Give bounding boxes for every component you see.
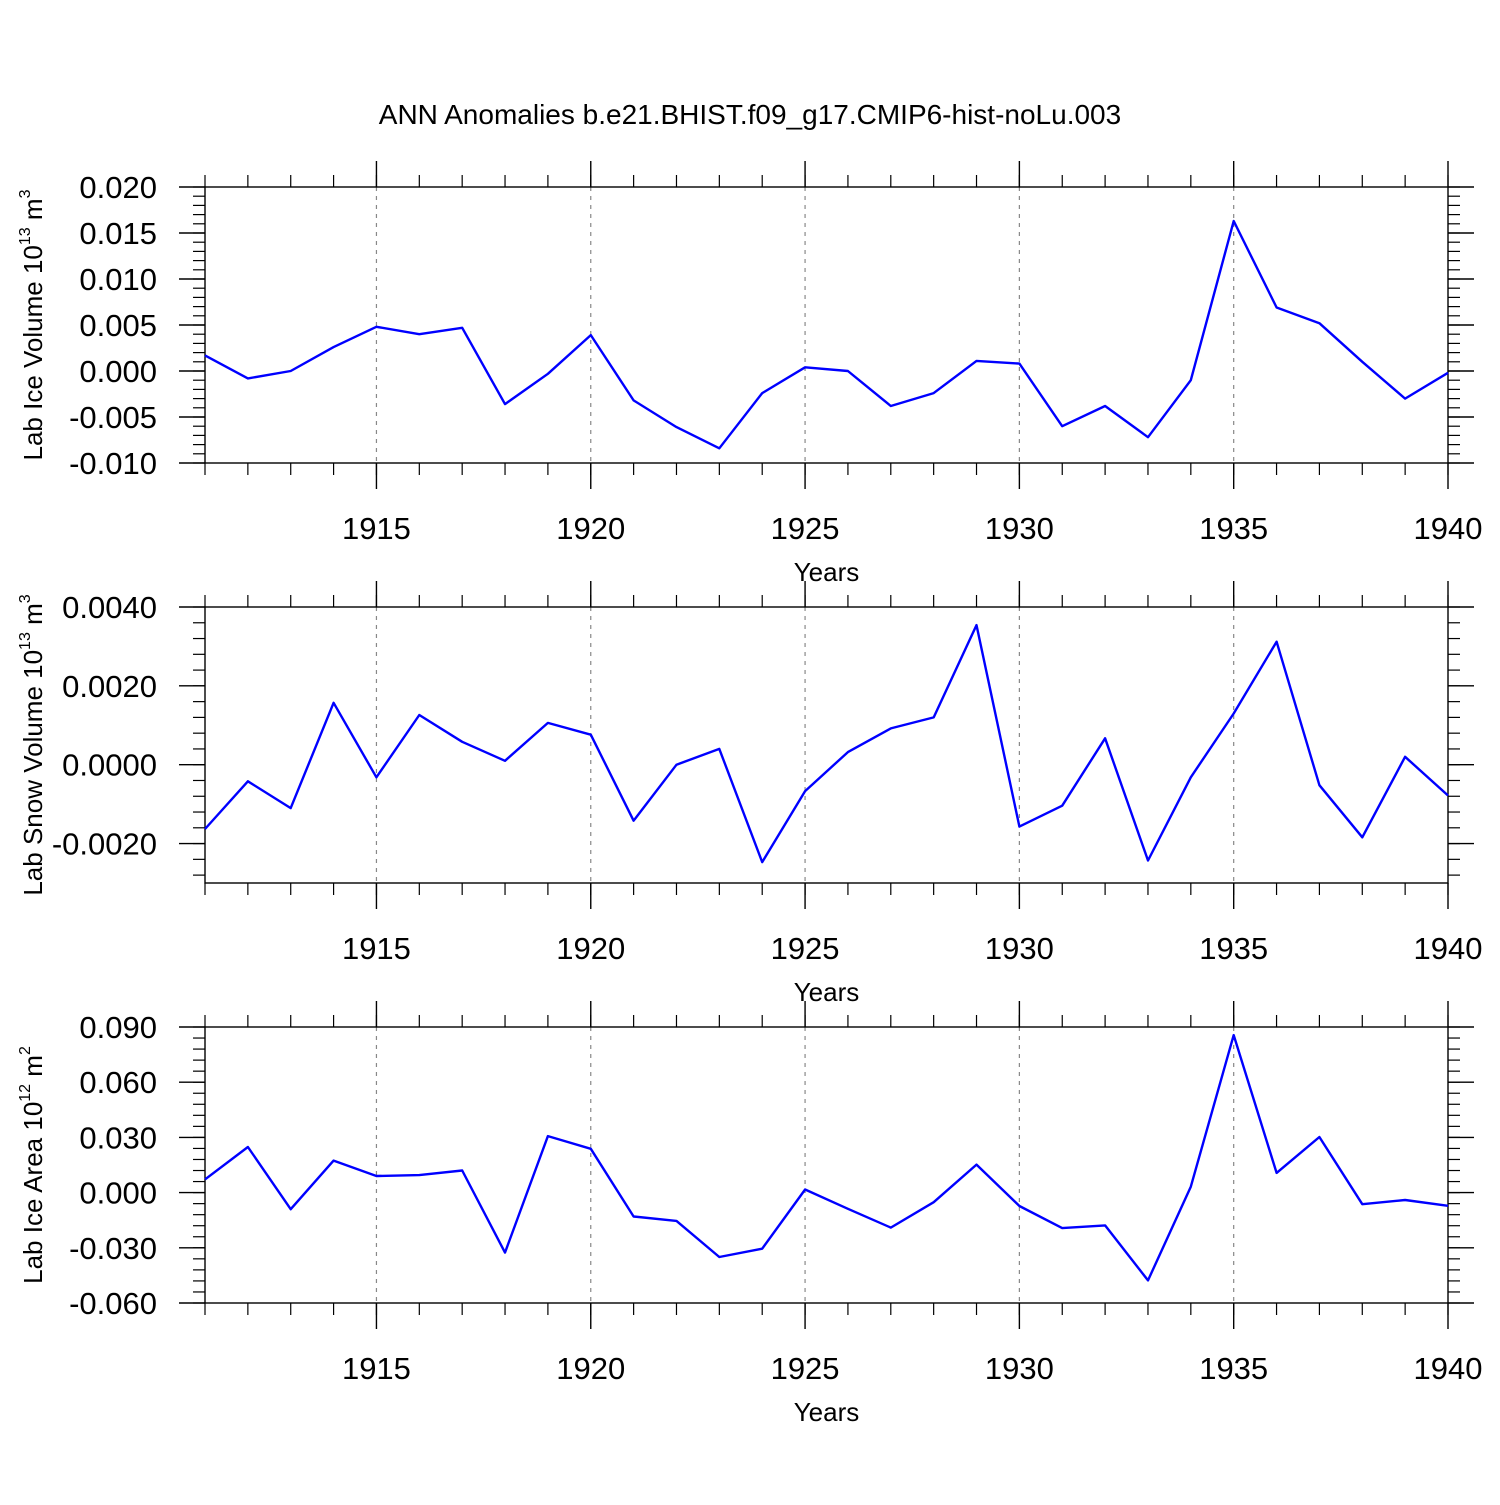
plot-frame <box>204 186 1449 464</box>
x-tick-label: 1920 <box>556 1351 625 1386</box>
y-tick-label: 0.015 <box>79 216 157 251</box>
y-tick-label: -0.030 <box>69 1231 157 1266</box>
x-tick-label: 1920 <box>556 511 625 546</box>
x-tick-label: 1915 <box>342 931 411 966</box>
y-tick-label: 0.090 <box>79 1010 157 1045</box>
x-tick-label: 1935 <box>1199 931 1268 966</box>
y-tick-label: 0.005 <box>79 308 157 343</box>
y-tick-label: -0.010 <box>69 446 157 481</box>
x-tick-label: 1935 <box>1199 1351 1268 1386</box>
y-tick-label: 0.000 <box>79 354 157 389</box>
y-axis-label: Lab Snow Volume 1013 m3 <box>17 594 48 895</box>
chart-panel-2: -0.0020 0.0000 0.0020 0.0040 1915 1920 1925 193… <box>17 581 1482 1007</box>
x-tick-label: 1925 <box>771 511 840 546</box>
chart-title: ANN Anomalies b.e21.BHIST.f09_g17.CMIP6-… <box>379 99 1121 130</box>
x-axis-label: Years <box>794 557 860 587</box>
series-line <box>204 219 1449 450</box>
x-tick-label: 1940 <box>1414 1351 1483 1386</box>
chart-panel-3: -0.060 -0.030 0.000 0.030 0.060 0.090 1915 1920… <box>17 1001 1482 1427</box>
x-tick-label: 1920 <box>556 931 625 966</box>
y-tick-label: 0.0020 <box>62 669 157 704</box>
plot-frame <box>204 1026 1449 1304</box>
x-axis-label: Years <box>794 1397 860 1427</box>
x-tick-label: 1915 <box>342 511 411 546</box>
x-axis-label: Years <box>794 977 860 1007</box>
y-axis-label: Lab Ice Area 1012 m2 <box>17 1046 48 1284</box>
y-tick-label: 0.0000 <box>62 748 157 783</box>
y-tick-label: -0.0020 <box>52 827 157 862</box>
y-tick-label: -0.060 <box>69 1286 157 1321</box>
x-tick-label: 1930 <box>985 1351 1054 1386</box>
series-line <box>204 1033 1449 1282</box>
y-tick-label: 0.060 <box>79 1065 157 1100</box>
y-tick-label: 0.000 <box>79 1176 157 1211</box>
x-tick-label: 1925 <box>771 1351 840 1386</box>
x-tick-label: 1930 <box>985 931 1054 966</box>
chart-panel-1: -0.010 -0.005 0.000 0.005 0.010 0.015 0.020 191… <box>17 161 1482 587</box>
y-axis-label: Lab Ice Volume 1013 m3 <box>17 189 48 460</box>
y-tick-label: -0.005 <box>69 400 157 435</box>
y-tick-label: 0.0040 <box>62 590 157 625</box>
x-tick-label: 1930 <box>985 511 1054 546</box>
y-tick-label: 0.030 <box>79 1120 157 1155</box>
x-tick-label: 1940 <box>1414 511 1483 546</box>
x-tick-label: 1940 <box>1414 931 1483 966</box>
y-tick-label: 0.020 <box>79 170 157 205</box>
x-tick-label: 1925 <box>771 931 840 966</box>
y-tick-label: 0.010 <box>79 262 157 297</box>
plot-frame <box>204 606 1449 884</box>
panels: -0.010 -0.005 0.000 0.005 0.010 0.015 0.020 191… <box>17 161 1482 1427</box>
series-line <box>204 623 1449 864</box>
x-tick-label: 1915 <box>342 1351 411 1386</box>
x-tick-label: 1935 <box>1199 511 1268 546</box>
